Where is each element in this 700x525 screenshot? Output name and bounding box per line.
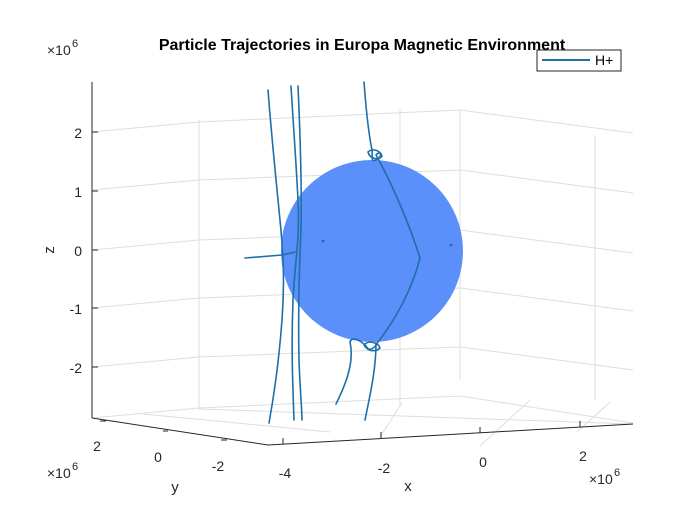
y-exponent-label: ×10 6 — [47, 461, 78, 481]
y-axis-ticks: 2 0 -2 — [93, 420, 227, 474]
trajectory-line — [364, 342, 377, 421]
trajectory-line — [367, 149, 383, 160]
z-tick-label: -2 — [70, 360, 83, 376]
svg-text:6: 6 — [614, 467, 620, 479]
x-axis-ticks: -4 -2 0 2 — [279, 421, 587, 481]
legend: H+ — [536, 49, 622, 72]
svg-text:×10: ×10 — [47, 465, 71, 481]
x-exponent-label: ×10 6 — [589, 467, 620, 487]
z-exponent-label: ×10 6 — [47, 38, 78, 58]
x-tick-label: -4 — [279, 465, 292, 481]
z-tick-label: 0 — [74, 243, 82, 259]
z-tick-label: 2 — [74, 125, 82, 141]
z-axis-ticks: 2 1 0 -1 -2 — [70, 125, 98, 376]
svg-text:6: 6 — [72, 461, 78, 473]
x-tick-label: 0 — [479, 454, 487, 470]
y-axis-label: y — [171, 479, 179, 496]
trajectory-line — [297, 85, 303, 421]
europa-sphere — [281, 160, 463, 342]
legend-entry-label: H+ — [595, 52, 613, 68]
y-tick-label: 0 — [154, 449, 162, 465]
trajectory-line — [290, 85, 300, 421]
svg-text:×10: ×10 — [47, 42, 71, 58]
y-tick-label: 2 — [93, 438, 101, 454]
sphere-marker — [449, 243, 453, 247]
trajectory-line — [335, 81, 421, 405]
x-axis-label: x — [404, 478, 412, 495]
z-axis-label: z — [41, 246, 58, 254]
x-tick-label: 2 — [579, 448, 587, 464]
z-tick-label: 1 — [74, 184, 82, 200]
y-tick-label: -2 — [212, 458, 225, 474]
h-plus-trajectories — [244, 81, 421, 424]
svg-text:6: 6 — [72, 38, 78, 50]
trajectory-line — [267, 89, 285, 424]
z-tick-label: -1 — [70, 301, 83, 317]
trajectory-line — [363, 341, 381, 352]
sphere-marker — [321, 239, 325, 243]
svg-text:×10: ×10 — [589, 471, 613, 487]
x-tick-label: -2 — [378, 460, 391, 476]
trajectory-line — [244, 251, 296, 259]
chart-title: Particle Trajectories in Europa Magnetic… — [159, 37, 566, 54]
